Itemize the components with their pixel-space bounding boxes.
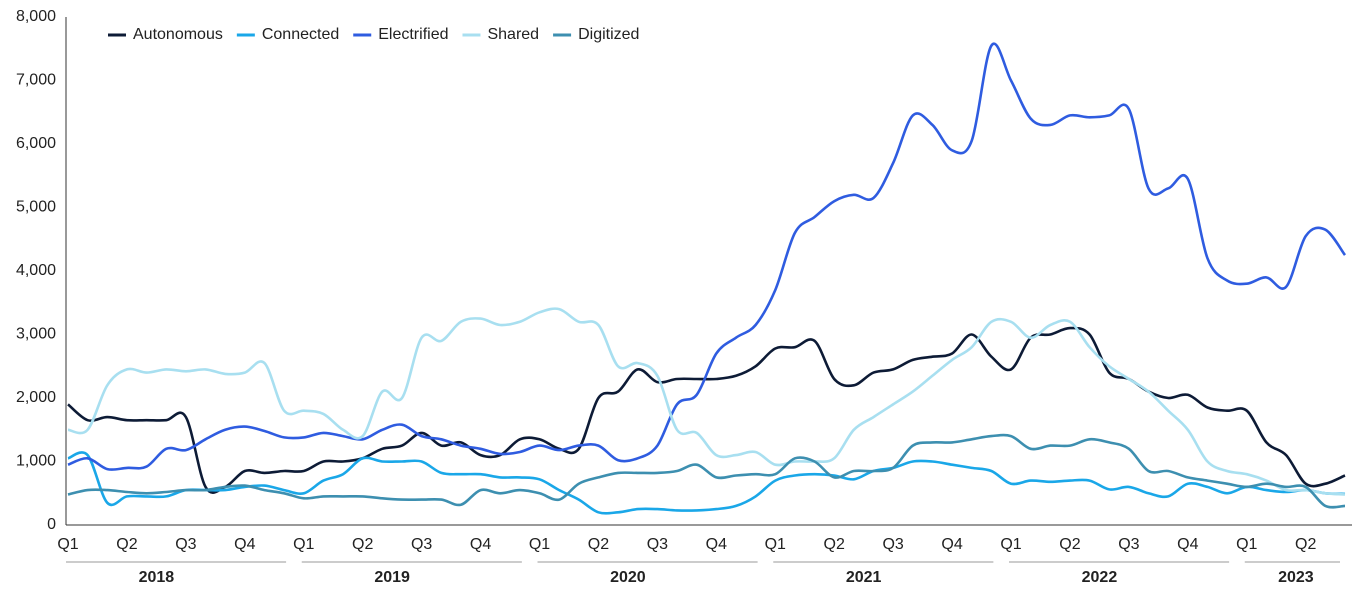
x-tick-label: Q4 (470, 536, 491, 553)
line-series (67, 433, 1346, 509)
x-tick-label: Q4 (1177, 536, 1198, 553)
x-tick-label: Q3 (882, 536, 903, 553)
year-label: 2022 (1082, 569, 1118, 586)
y-tick-label: 7,000 (16, 72, 56, 89)
y-tick-label: 2,000 (16, 389, 56, 406)
legend-label: Digitized (578, 26, 639, 43)
y-tick-label: 4,000 (16, 262, 56, 279)
x-tick-label: Q4 (706, 536, 727, 553)
y-tick-label: 0 (47, 516, 56, 533)
x-tick-label: Q4 (941, 536, 962, 553)
line-series (67, 451, 1346, 515)
x-tick-label: Q1 (1000, 536, 1021, 553)
x-tick-label: Q2 (1295, 536, 1316, 553)
x-tick-label: Q3 (411, 536, 432, 553)
x-tick-label: Q2 (1059, 536, 1080, 553)
legend-label: Shared (487, 26, 539, 43)
y-tick-label: 5,000 (16, 199, 56, 216)
y-tick-label: 3,000 (16, 326, 56, 343)
x-tick-label: Q3 (1118, 536, 1139, 553)
x-tick-label: Q1 (293, 536, 314, 553)
x-tick-label: Q1 (529, 536, 550, 553)
x-tick-label: Q3 (647, 536, 668, 553)
x-tick-label: Q1 (1236, 536, 1257, 553)
x-tick-label: Q2 (588, 536, 609, 553)
y-tick-label: 8,000 (16, 8, 56, 25)
x-tick-label: Q4 (234, 536, 255, 553)
x-tick-label: Q2 (352, 536, 373, 553)
legend-label: Connected (262, 26, 339, 43)
x-tick-label: Q1 (765, 536, 786, 553)
y-tick-label: 1,000 (16, 453, 56, 470)
year-label: 2019 (374, 569, 410, 586)
x-tick-label: Q3 (175, 536, 196, 553)
year-label: 2020 (610, 569, 646, 586)
line-series (67, 42, 1347, 471)
legend-label: Autonomous (133, 26, 223, 43)
year-label: 2018 (139, 569, 175, 586)
year-label: 2023 (1278, 569, 1314, 586)
line-series (67, 307, 1346, 496)
x-tick-label: Q2 (116, 536, 137, 553)
legend-label: Electrified (378, 26, 448, 43)
y-tick-label: 6,000 (16, 135, 56, 152)
line-series (67, 326, 1346, 494)
year-label: 2021 (846, 569, 882, 586)
x-tick-label: Q1 (57, 536, 78, 553)
x-tick-label: Q2 (824, 536, 845, 553)
